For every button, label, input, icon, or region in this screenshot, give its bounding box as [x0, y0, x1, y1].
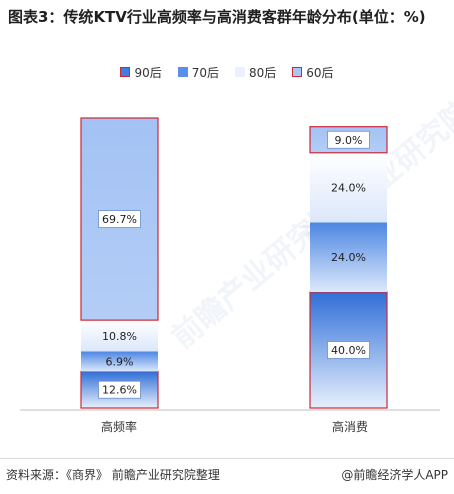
legend-item-90: 90后 — [120, 62, 162, 82]
legend-swatch-60 — [292, 67, 303, 77]
data-label-80-high-frequency: 10.8% — [102, 330, 137, 343]
legend-label-80: 80后 — [249, 65, 277, 80]
category-label-high-spending: 高消费 — [332, 419, 368, 434]
data-label-box — [98, 380, 141, 399]
data-label-60-high-frequency: 69.7% — [102, 213, 137, 226]
legend-swatch-70 — [177, 67, 188, 77]
bar-70-high-spending — [310, 222, 387, 292]
legend-swatch-90 — [120, 67, 131, 77]
data-label-90-high-frequency: 12.6% — [102, 384, 137, 397]
legend-swatch-80 — [235, 67, 245, 77]
chart-title: 图表3：传统KTV行业高频率与高消费客群年龄分布(单位：%) — [8, 8, 426, 26]
legend-item-70: 70后 — [177, 62, 219, 82]
bar-70-high-frequency — [81, 351, 158, 372]
data-label-70-high-frequency: 6.9% — [106, 355, 134, 368]
legend-label-70: 70后 — [191, 65, 219, 80]
legend-label-90: 90后 — [134, 65, 162, 80]
bar-80-high-spending — [310, 152, 387, 223]
data-label-box — [98, 210, 141, 228]
data-label-90-high-spending: 40.0% — [331, 344, 366, 357]
data-label-60-high-spending: 9.0% — [335, 134, 363, 147]
footer-divider — [0, 458, 454, 459]
source-note: 资料来源：《商界》 前瞻产业研究院整理 — [6, 468, 220, 482]
data-label-box — [327, 341, 370, 359]
legend-item-80: 80后 — [235, 62, 276, 82]
bar-80-high-frequency — [81, 320, 158, 352]
legend-label-60: 60后 — [306, 65, 334, 80]
legend-item-60: 60后 — [292, 62, 334, 82]
data-label-70-high-spending: 24.0% — [331, 251, 366, 264]
category-label-high-frequency: 高频率 — [101, 419, 137, 434]
data-label-80-high-spending: 24.0% — [331, 182, 366, 195]
brand-credit: @前瞻经济学人APP — [341, 468, 448, 482]
data-label-box — [327, 130, 370, 149]
legend: 90后 70后 80后 60后 — [0, 62, 454, 82]
